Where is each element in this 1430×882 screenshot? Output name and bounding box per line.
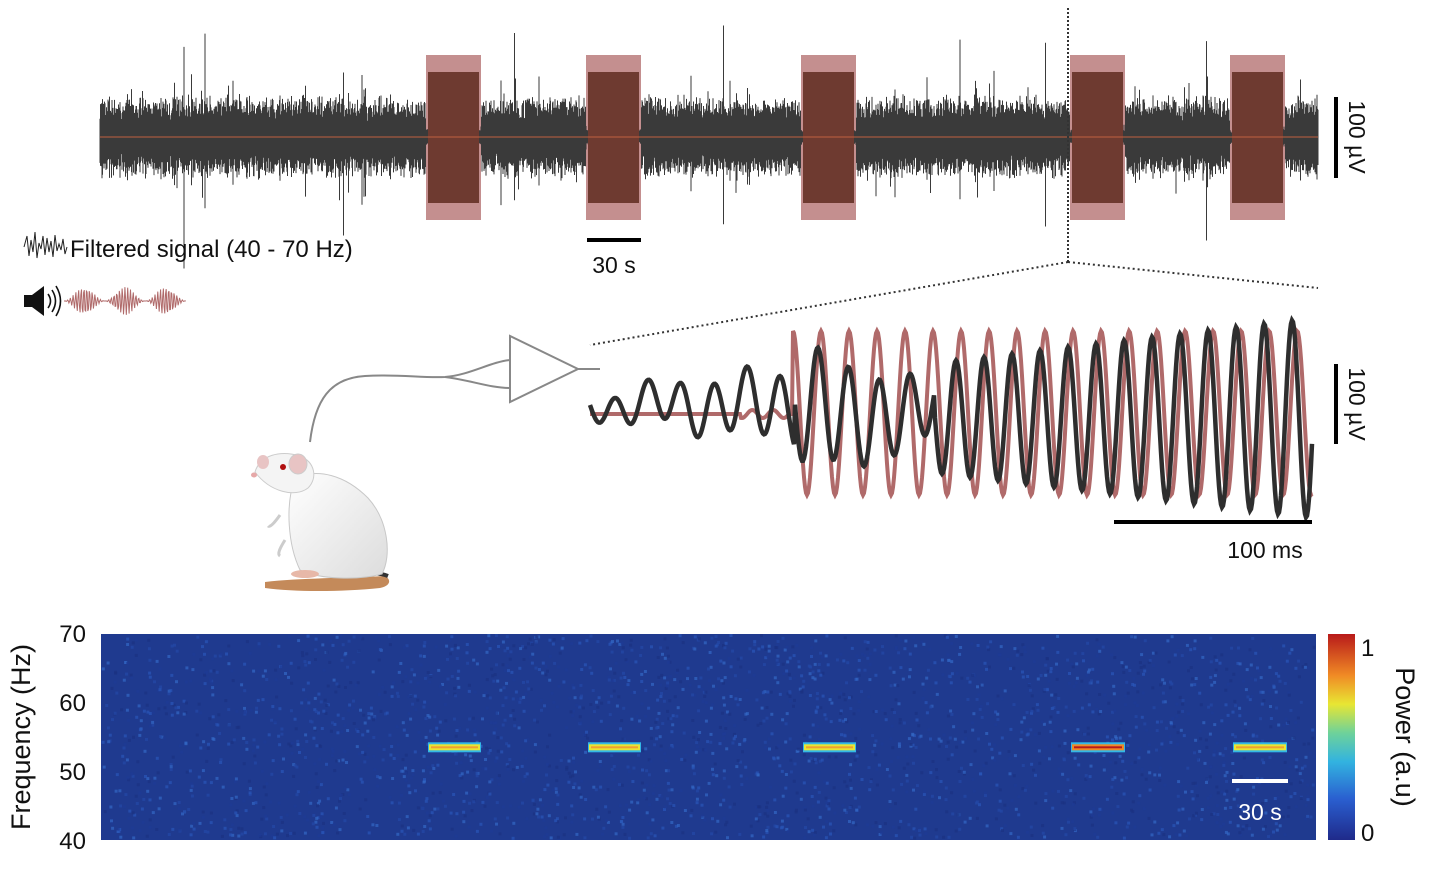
rat-foot xyxy=(291,570,319,578)
rat-body xyxy=(288,473,388,579)
rat-paw-2 xyxy=(277,539,287,558)
y-tick-70: 70 xyxy=(59,621,86,648)
zoom-panel: 100 ms 100 µV xyxy=(587,261,1370,563)
spectrogram-band xyxy=(1071,742,1125,753)
speaker-icon xyxy=(24,285,62,317)
rat-nose xyxy=(251,472,257,478)
raw-lfp-trace xyxy=(99,25,1319,269)
spectrogram-band xyxy=(428,742,481,753)
rat-illustration xyxy=(251,453,390,591)
zoom-guide-right xyxy=(1067,261,1319,289)
y-tick-40: 40 xyxy=(59,828,86,855)
rat-ear-far xyxy=(257,455,269,469)
colorbar-tick-1: 1 xyxy=(1361,635,1374,662)
raw-trace-panel: 30 s 100 µV xyxy=(99,8,1370,278)
stimulus-waveform-icon xyxy=(64,287,186,315)
y-tick-50: 50 xyxy=(59,759,86,786)
spectrogram-bands xyxy=(428,742,1287,753)
rat-paw xyxy=(266,514,282,528)
amplifier-icon xyxy=(509,334,581,404)
spectrogram-band xyxy=(803,742,856,753)
y-tick-60: 60 xyxy=(59,690,86,717)
top-time-scalebar-label: 30 s xyxy=(592,252,635,278)
zoom-time-scalebar-label: 100 ms xyxy=(1227,537,1302,563)
recording-setup xyxy=(251,334,600,591)
spectrogram-band xyxy=(1233,742,1287,753)
zoom-amp-scalebar-label: 100 µV xyxy=(1344,367,1370,441)
spectrogram-band xyxy=(588,742,641,753)
filtered-signal-legend-label: Filtered signal (40 - 70 Hz) xyxy=(70,236,353,263)
rat-ear xyxy=(288,453,308,475)
y-axis-label: Frequency (Hz) xyxy=(6,644,36,830)
rat-base xyxy=(265,576,390,591)
zoom-guide-left xyxy=(589,261,1069,346)
rat-eye xyxy=(280,464,286,470)
colorbar-label: Power (a.u) xyxy=(1390,667,1420,807)
top-amp-scalebar-label: 100 µV xyxy=(1344,100,1370,174)
colorbar-tick-0: 0 xyxy=(1361,820,1374,847)
spectrogram-panel: 30 s 70 60 50 40 Frequency (Hz) 1 0 Powe… xyxy=(6,621,1420,855)
spectrogram-time-scalebar-label: 30 s xyxy=(1238,799,1281,825)
electrode-wire xyxy=(309,359,511,443)
spectrogram-background xyxy=(101,634,1316,840)
filtered-signal-icon xyxy=(23,231,68,259)
colorbar xyxy=(1328,634,1355,840)
legend: Filtered signal (40 - 70 Hz) xyxy=(23,231,353,317)
zoom-stimulus-trace xyxy=(590,326,1314,500)
zoom-lfp-trace xyxy=(587,314,1315,523)
electrode-wire-ref xyxy=(444,376,511,389)
